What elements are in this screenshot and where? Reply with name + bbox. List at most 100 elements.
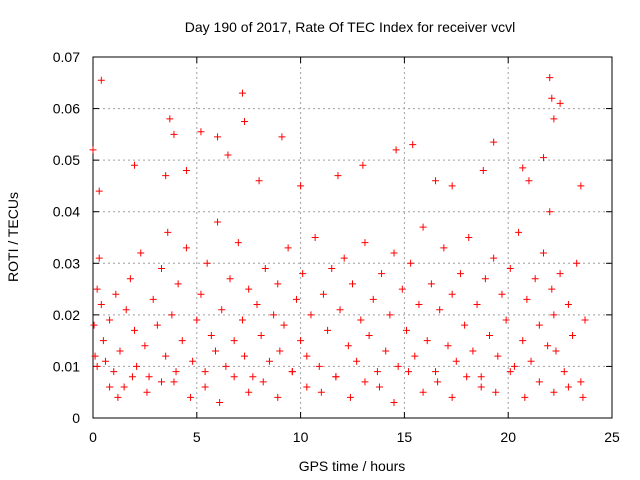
- data-point: [319, 290, 327, 298]
- data-point: [434, 378, 442, 386]
- data-point: [409, 141, 417, 149]
- data-point: [276, 347, 284, 355]
- data-point: [166, 115, 174, 123]
- data-point: [550, 388, 558, 396]
- data-point: [164, 228, 172, 236]
- data-point: [288, 368, 296, 376]
- data-point: [546, 74, 554, 82]
- data-point: [525, 177, 533, 185]
- data-point: [307, 311, 315, 319]
- data-point: [402, 326, 410, 334]
- data-point: [162, 352, 170, 360]
- data-point: [452, 357, 460, 365]
- data-point: [477, 373, 485, 381]
- data-point: [226, 275, 234, 283]
- data-point: [182, 166, 190, 174]
- data-point: [122, 306, 130, 314]
- data-point: [556, 270, 564, 278]
- data-point: [116, 347, 124, 355]
- data-point: [189, 357, 197, 365]
- data-point: [494, 352, 502, 360]
- data-point: [93, 362, 101, 370]
- data-point: [297, 182, 305, 190]
- data-point: [207, 331, 215, 339]
- data-point: [214, 218, 222, 226]
- data-point: [490, 254, 498, 262]
- data-point: [230, 373, 238, 381]
- data-point: [492, 388, 500, 396]
- x-tick-label: 25: [604, 429, 620, 445]
- data-point: [274, 280, 282, 288]
- data-point: [255, 177, 263, 185]
- data-point: [265, 357, 273, 365]
- data-point: [328, 264, 336, 272]
- data-point: [95, 187, 103, 195]
- data-point: [238, 316, 246, 324]
- data-point: [365, 331, 373, 339]
- data-point: [415, 301, 423, 309]
- data-point: [539, 154, 547, 162]
- data-point: [274, 393, 282, 401]
- data-point: [394, 362, 402, 370]
- data-point: [292, 295, 300, 303]
- data-point: [280, 321, 288, 329]
- data-point: [419, 388, 427, 396]
- data-point: [407, 259, 415, 267]
- x-axis-label: GPS time / hours: [299, 458, 406, 474]
- data-point: [481, 275, 489, 283]
- data-point: [531, 275, 539, 283]
- data-point: [284, 244, 292, 252]
- data-point: [527, 357, 535, 365]
- x-tick-label: 5: [193, 429, 201, 445]
- data-point: [218, 306, 226, 314]
- data-point: [519, 164, 527, 172]
- data-point: [344, 342, 352, 350]
- y-tick-label: 0.05: [53, 152, 80, 168]
- y-tick-label: 0.01: [53, 358, 80, 374]
- data-point: [548, 285, 556, 293]
- data-point: [369, 295, 377, 303]
- data-point: [361, 378, 369, 386]
- data-point: [448, 290, 456, 298]
- data-point: [214, 133, 222, 141]
- data-point: [569, 331, 577, 339]
- data-point: [550, 311, 558, 319]
- data-point: [172, 368, 180, 376]
- x-tick-label: 10: [293, 429, 309, 445]
- data-point: [112, 290, 120, 298]
- data-point: [278, 133, 286, 141]
- data-point: [91, 352, 99, 360]
- data-point: [303, 383, 311, 391]
- data-point: [336, 306, 344, 314]
- data-point: [535, 378, 543, 386]
- data-point: [332, 373, 340, 381]
- x-tick-label: 15: [397, 429, 413, 445]
- x-tick-label: 20: [500, 429, 516, 445]
- y-tick-label: 0.02: [53, 307, 80, 323]
- data-point: [257, 331, 265, 339]
- data-point: [486, 331, 494, 339]
- data-point: [297, 337, 305, 345]
- data-point: [373, 368, 381, 376]
- data-point: [479, 166, 487, 174]
- data-point: [222, 362, 230, 370]
- data-point: [564, 383, 572, 391]
- data-point: [153, 321, 161, 329]
- data-point: [334, 172, 342, 180]
- data-point: [515, 228, 523, 236]
- y-tick-label: 0.06: [53, 101, 80, 117]
- axis-ticks: 0 5 10 15 20 25 0 0.01 0.02 0.03 0.04 0.05 0.06 0.07: [53, 49, 620, 445]
- data-point: [398, 285, 406, 293]
- data-point: [90, 321, 98, 329]
- data-point: [448, 393, 456, 401]
- data-point: [97, 76, 105, 84]
- data-point: [253, 301, 261, 309]
- y-tick-label: 0.03: [53, 255, 80, 271]
- data-point: [216, 399, 224, 407]
- data-point: [440, 244, 448, 252]
- data-point: [203, 259, 211, 267]
- data-point: [126, 275, 134, 283]
- data-point: [436, 306, 444, 314]
- data-point: [579, 393, 587, 401]
